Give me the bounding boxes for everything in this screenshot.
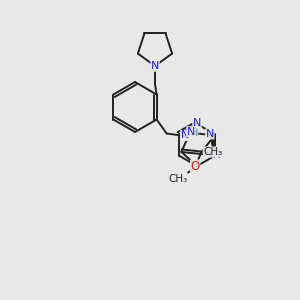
Text: N: N (213, 151, 221, 160)
Text: N: N (187, 127, 195, 137)
Text: N: N (151, 61, 159, 71)
Text: N: N (193, 118, 201, 128)
Text: N: N (206, 129, 214, 139)
Text: H: H (190, 128, 198, 139)
Text: CH₃: CH₃ (203, 147, 222, 157)
Text: O: O (190, 160, 200, 173)
Text: N: N (181, 130, 189, 140)
Text: CH₃: CH₃ (169, 175, 188, 184)
